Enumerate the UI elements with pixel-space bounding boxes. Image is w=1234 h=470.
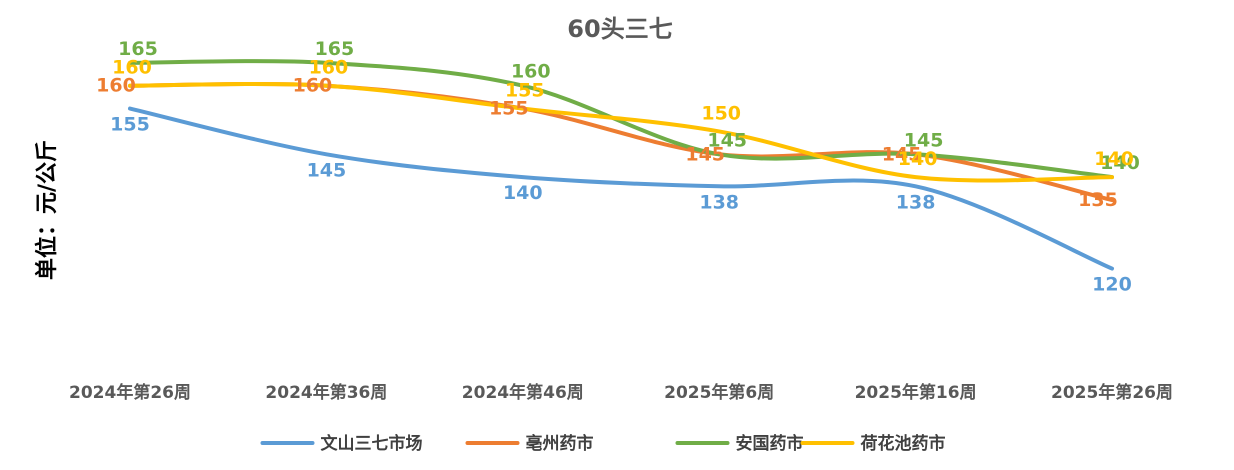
data-label: 140 <box>898 148 938 170</box>
data-label: 155 <box>110 114 150 136</box>
x-tick-label: 2024年第46周 <box>462 382 584 403</box>
series-line-3 <box>128 59 1114 180</box>
data-label: 135 <box>1078 189 1118 211</box>
data-label: 140 <box>503 182 543 204</box>
x-tick-label: 2025年第6周 <box>664 382 774 403</box>
legend: 文山三七市场 亳州药市 安国药市 荷花池药市 <box>260 433 946 454</box>
x-tick-label: 2024年第26周 <box>69 382 191 403</box>
series-line-1 <box>128 106 1114 271</box>
data-label: 165 <box>118 38 158 60</box>
data-label: 145 <box>882 143 922 165</box>
data-label: 140 <box>1094 148 1134 170</box>
series-line-4 <box>128 82 1114 183</box>
legend-item: 安国药市 <box>675 433 804 454</box>
data-label: 145 <box>307 159 347 181</box>
x-tick-label: 2025年第26周 <box>1051 382 1173 403</box>
data-label: 165 <box>315 38 355 60</box>
data-label: 145 <box>904 129 944 151</box>
data-label: 160 <box>96 75 136 97</box>
data-label: 160 <box>112 57 152 79</box>
data-label: 120 <box>1092 274 1132 296</box>
data-label: 160 <box>511 61 551 83</box>
x-axis-ticks: 2024年第26周 2024年第36周 2024年第46周 2025年第6周 2025年… <box>69 382 1173 403</box>
legend-label: 安国药市 <box>736 433 804 454</box>
data-label: 155 <box>505 80 545 102</box>
legend-item: 荷花池药市 <box>800 433 946 454</box>
legend-label: 荷花池药市 <box>861 433 946 454</box>
data-label: 138 <box>896 191 936 213</box>
series-lines <box>128 59 1114 271</box>
legend-label: 亳州药市 <box>526 433 594 454</box>
data-label: 145 <box>685 143 725 165</box>
legend-label: 文山三七市场 <box>321 433 423 454</box>
data-label: 155 <box>489 98 529 120</box>
data-label: 160 <box>309 57 349 79</box>
y-axis-label: 单位：元/公斤 <box>34 140 60 280</box>
legend-item: 文山三七市场 <box>260 433 423 454</box>
data-label: 150 <box>701 102 741 124</box>
data-label: 160 <box>293 75 333 97</box>
x-tick-label: 2025年第16周 <box>855 382 977 403</box>
data-label: 138 <box>699 191 739 213</box>
data-label: 140 <box>1100 152 1140 174</box>
x-tick-label: 2024年第36周 <box>265 382 387 403</box>
chart-title: 60头三七 <box>567 15 672 43</box>
data-label: 145 <box>707 129 747 151</box>
legend-item: 亳州药市 <box>465 433 594 454</box>
